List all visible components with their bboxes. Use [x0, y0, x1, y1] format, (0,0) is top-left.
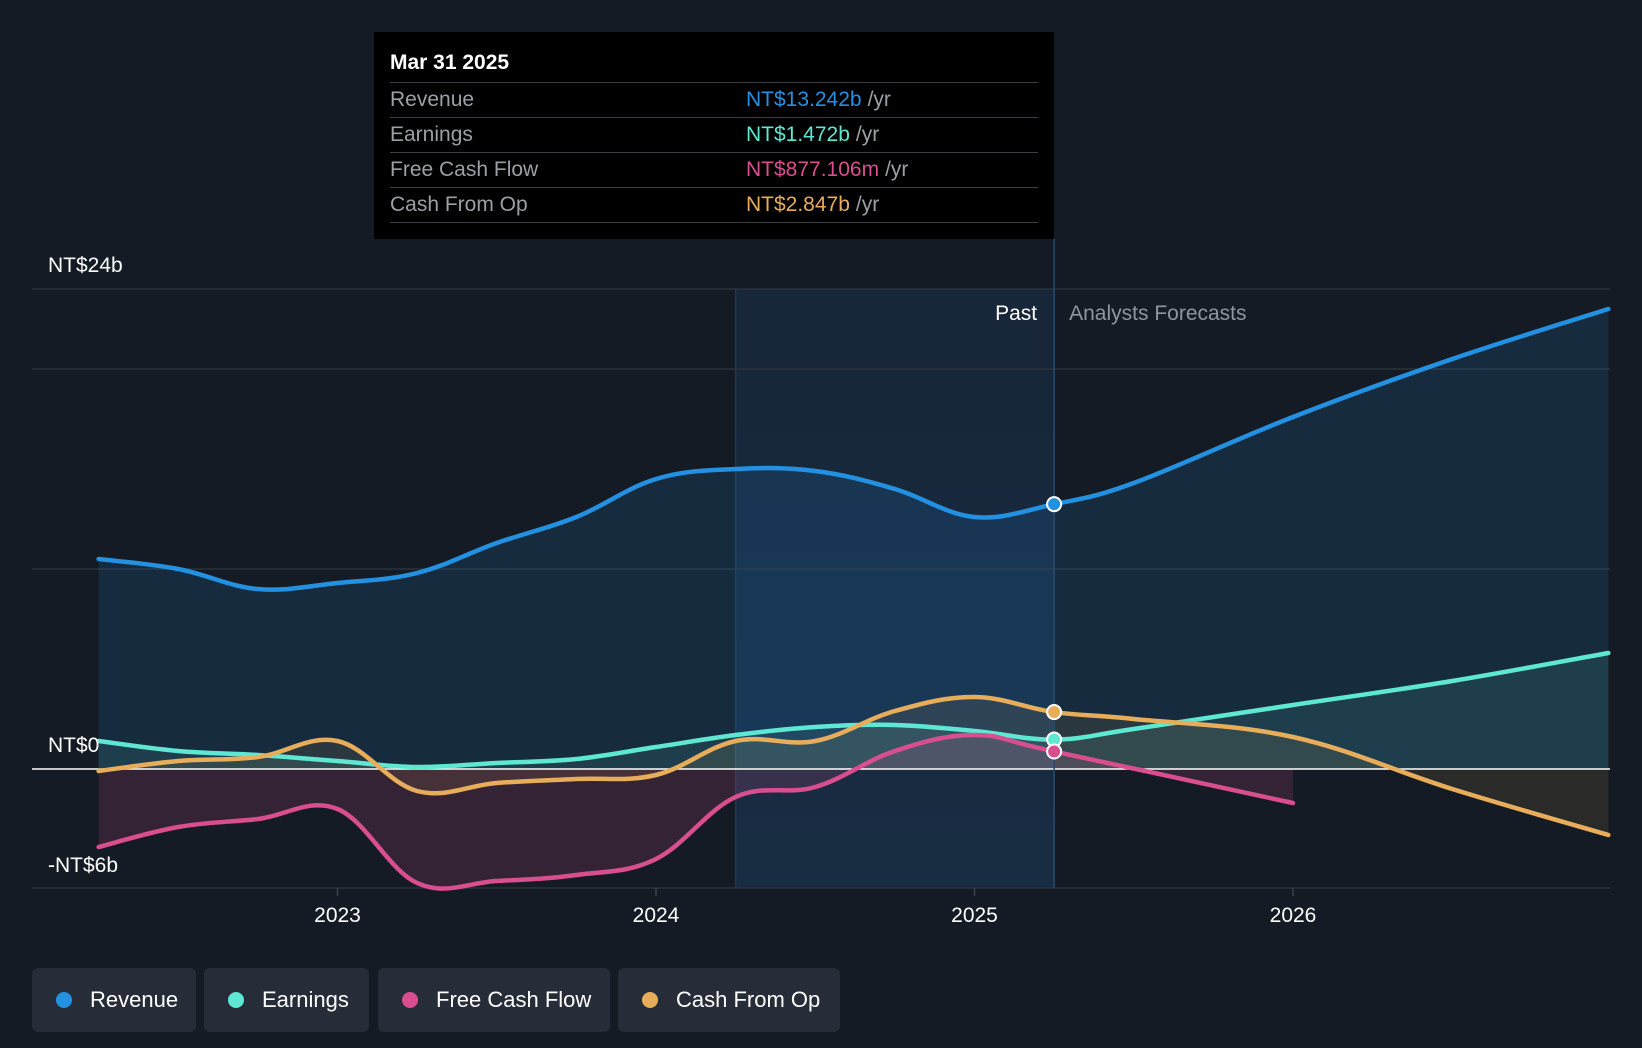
- legend-dot-icon: [642, 992, 658, 1008]
- y-tick-label: NT$24b: [48, 254, 123, 277]
- tooltip-unit: /yr: [855, 123, 880, 146]
- area-earnings: [98, 653, 1609, 769]
- legend-label: Cash From Op: [676, 987, 821, 1012]
- y-tick-label: NT$0: [48, 734, 99, 757]
- tooltip-unit: /yr: [867, 88, 891, 111]
- data-point-free-cash-flow[interactable]: [1046, 743, 1063, 760]
- x-tick-label: 2023: [314, 904, 361, 927]
- tooltip-unit: /yr: [885, 158, 909, 181]
- legend-label: Free Cash Flow: [436, 987, 592, 1012]
- legend-label: Revenue: [90, 987, 179, 1012]
- series-line-revenue: [96, 306, 1611, 592]
- series-line-earnings: [96, 650, 1611, 770]
- y-tick-label: -NT$6b: [48, 854, 118, 877]
- tooltip-unit: /yr: [855, 193, 880, 216]
- legend-item-revenue[interactable]: Revenue: [32, 968, 196, 1032]
- data-point-cash-from-op[interactable]: [1046, 704, 1063, 721]
- tooltip-row-revenue: Revenue NT$13.242b /yr: [390, 82, 1038, 117]
- tooltip-row-cash-from-op: Cash From Op NT$2.847b /yr: [390, 187, 1038, 223]
- legend-label: Earnings: [262, 987, 349, 1012]
- tooltip-value: NT$13.242b: [746, 88, 862, 111]
- tooltip-label: Free Cash Flow: [390, 158, 539, 181]
- legend-item-free-cash-flow[interactable]: Free Cash Flow: [378, 968, 610, 1032]
- tooltip-label: Revenue: [390, 88, 475, 111]
- x-tick-label: 2025: [951, 904, 998, 927]
- forecast-label: Analysts Forecasts: [1069, 302, 1246, 325]
- tooltip-label: Cash From Op: [390, 193, 528, 216]
- tooltip-value: NT$877.106m: [746, 158, 880, 181]
- x-tick-label: 2026: [1270, 904, 1317, 927]
- legend-dot-icon: [402, 992, 418, 1008]
- data-point-revenue[interactable]: [1046, 496, 1063, 513]
- series-line-cash-from-op: [96, 694, 1611, 838]
- tooltip-value: NT$2.847b: [746, 193, 850, 216]
- legend-dot-icon: [228, 992, 244, 1008]
- x-tick-label: 2024: [633, 904, 680, 927]
- legend-item-cash-from-op[interactable]: Cash From Op: [618, 968, 840, 1032]
- area-revenue: [98, 309, 1609, 769]
- tooltip-date: Mar 31 2025: [390, 51, 510, 74]
- tooltip-label: Earnings: [390, 123, 473, 146]
- legend-item-earnings[interactable]: Earnings: [204, 968, 369, 1032]
- area-free-cash-flow: [98, 734, 1293, 889]
- tooltip-row-free-cash-flow: Free Cash Flow NT$877.106m /yr: [390, 152, 1038, 187]
- tooltip: Mar 31 2025 Revenue NT$13.242b /yr Earni…: [374, 32, 1054, 239]
- series-line-free-cash-flow: [96, 732, 1296, 891]
- legend-dot-icon: [56, 992, 72, 1008]
- area-cash-from-op: [98, 696, 1609, 835]
- past-label: Past: [995, 302, 1037, 325]
- tooltip-value: NT$1.472b: [746, 123, 850, 146]
- tooltip-row-earnings: Earnings NT$1.472b /yr: [390, 117, 1038, 152]
